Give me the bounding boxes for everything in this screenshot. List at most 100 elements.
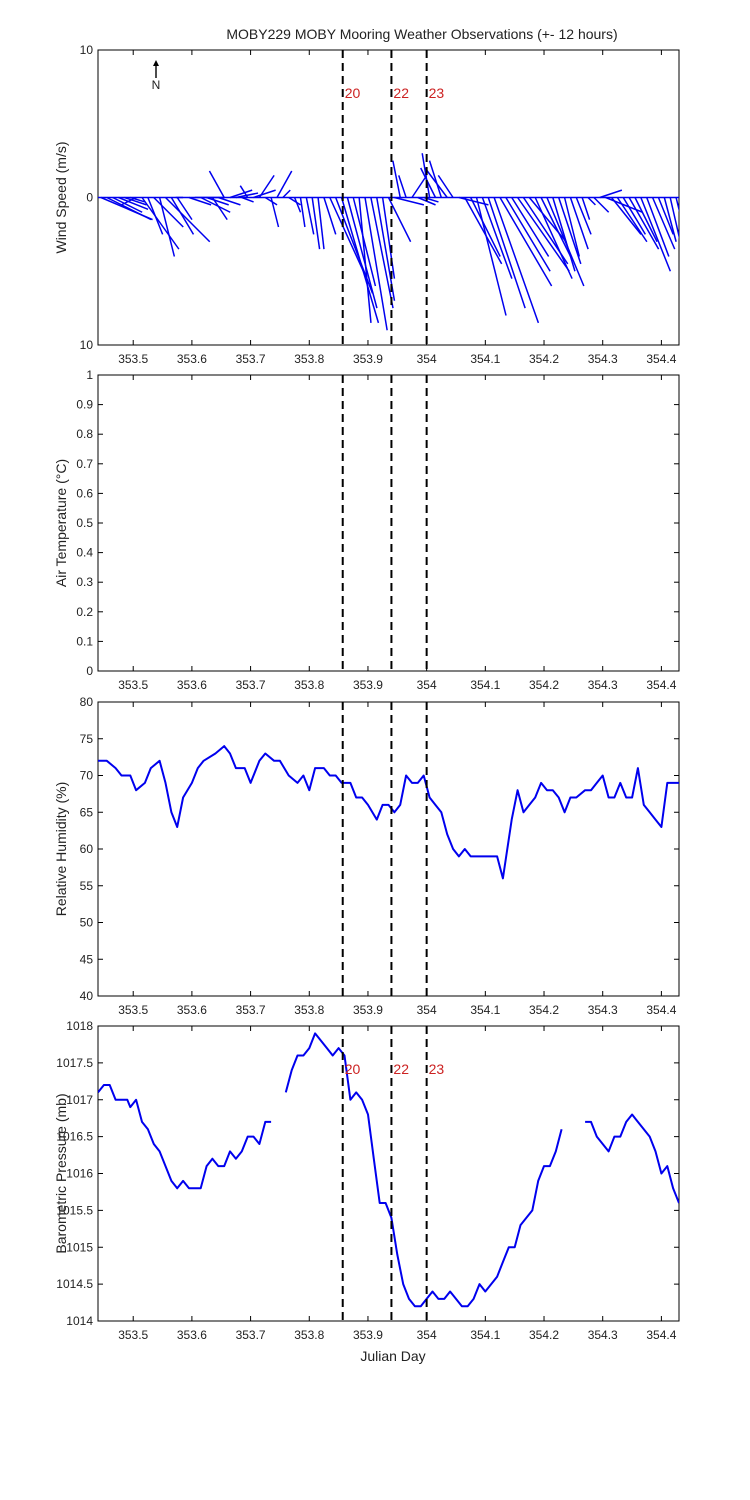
wind-vector: [153, 196, 184, 228]
x-tick-label: 353.6: [177, 1328, 207, 1342]
y-tick-label: 55: [80, 879, 94, 893]
wind-vector: [587, 196, 596, 206]
x-tick-label: 354.1: [470, 1003, 500, 1017]
north-label: N: [152, 78, 161, 92]
wind-vector: [634, 197, 658, 243]
wind-vector: [481, 197, 513, 279]
wind-vector: [511, 197, 550, 257]
wind-vector: [158, 197, 176, 257]
wind-vector: [311, 197, 321, 250]
wind-vector: [305, 197, 315, 235]
event-marker-label: 22: [393, 1061, 409, 1077]
wind-vector: [264, 196, 278, 206]
wind-vector: [106, 196, 152, 221]
x-tick-label: 354.1: [470, 1328, 500, 1342]
y-tick-label: 1017.5: [56, 1056, 93, 1070]
event-marker-label: 23: [429, 1061, 445, 1077]
event-marker-label: 20: [345, 85, 361, 101]
wind-vector: [534, 197, 573, 279]
x-tick-label: 354.1: [470, 352, 500, 366]
wind-vector: [575, 197, 592, 235]
wind-vector: [346, 197, 378, 309]
series-line: [585, 1113, 679, 1204]
x-tick-label: 354.1: [470, 678, 500, 692]
panel-4: 353.5 353.6 353.7 353.8 353.9 354 354.1 354.2 35…: [53, 1019, 680, 1342]
wind-vector: [130, 196, 146, 203]
wind-vector: [464, 197, 503, 265]
x-tick-label: 354.2: [529, 352, 559, 366]
north-arrowhead-icon: [153, 60, 159, 66]
x-axis-title: Julian Day: [360, 1348, 425, 1364]
wind-vector: [241, 196, 254, 203]
x-tick-label: 354.4: [646, 1328, 676, 1342]
wind-vector: [121, 196, 137, 206]
wind-vector: [610, 197, 642, 235]
wind-vector: [475, 197, 507, 316]
x-tick-label: 353.8: [294, 1328, 324, 1342]
wind-vector: [387, 197, 412, 243]
wind-vector: [329, 197, 368, 279]
x-tick-label: 353.5: [118, 678, 148, 692]
y-tick-label: 1016: [66, 1167, 93, 1181]
plot-frame: [97, 374, 680, 672]
wind-vector: [358, 197, 372, 323]
wind-vector: [276, 170, 293, 198]
y-tick-label: 1014: [66, 1314, 93, 1328]
event-marker-label: 23: [429, 85, 445, 101]
x-tick-label: 354: [417, 1328, 437, 1342]
wind-vector: [270, 197, 280, 228]
panel-2: 353.5 353.6 353.7 353.8 353.9 354 354.1 354.2 35…: [53, 368, 680, 692]
x-tick-label: 353.6: [177, 1003, 207, 1017]
x-tick-label: 354.4: [646, 678, 676, 692]
y-axis-title: Barometric Pressure (mb): [53, 1093, 69, 1253]
wind-vector: [392, 160, 401, 198]
y-tick-label: 1015: [66, 1240, 93, 1254]
y-tick-label: 45: [80, 952, 94, 966]
x-tick-label: 353.9: [353, 678, 383, 692]
wind-vector: [663, 197, 677, 242]
wind-vector: [493, 197, 540, 324]
wind-vector: [208, 170, 225, 198]
y-tick-label: 50: [80, 916, 94, 930]
y-tick-label: 0.7: [76, 457, 93, 471]
wind-vector: [421, 153, 431, 198]
wind-vector: [211, 197, 228, 221]
wind-vector: [628, 197, 660, 250]
wind-vector: [323, 197, 337, 235]
y-tick-label: 60: [80, 842, 94, 856]
x-tick-label: 353.8: [294, 352, 324, 366]
event-marker-label: 22: [393, 85, 409, 101]
wind-vector: [147, 197, 164, 235]
y-tick-label: 10: [80, 338, 94, 352]
wind-vector: [563, 197, 581, 257]
wind-vector: [317, 197, 325, 250]
x-tick-label: 353.7: [236, 678, 266, 692]
y-tick-label: 65: [80, 805, 94, 819]
x-tick-label: 353.9: [353, 1328, 383, 1342]
wind-vector: [253, 189, 276, 199]
wind-vector: [170, 197, 195, 235]
wind-vector: [540, 197, 572, 257]
wind-vector: [458, 196, 489, 206]
data-layer: [98, 1032, 679, 1308]
wind-vector: [112, 196, 143, 213]
wind-vector: [164, 196, 211, 243]
x-tick-label: 353.9: [353, 352, 383, 366]
x-tick-label: 353.5: [118, 1328, 148, 1342]
wind-vector: [258, 174, 275, 198]
wind-vector: [552, 197, 576, 272]
series-line: [284, 1032, 563, 1308]
y-tick-label: 1015.5: [56, 1203, 93, 1217]
x-tick-label: 353.8: [294, 678, 324, 692]
wind-vector: [669, 197, 679, 240]
wind-vector: [487, 197, 526, 309]
y-tick-label: 0.6: [76, 486, 93, 500]
x-tick-label: 354.2: [529, 678, 559, 692]
wind-vector: [118, 196, 149, 210]
y-tick-label: 0.3: [76, 575, 93, 589]
x-tick-label: 354.2: [529, 1328, 559, 1342]
x-tick-label: 353.6: [177, 352, 207, 366]
wind-vector: [424, 167, 448, 198]
figure-title: MOBY229 MOBY Mooring Weather Observation…: [226, 26, 617, 42]
